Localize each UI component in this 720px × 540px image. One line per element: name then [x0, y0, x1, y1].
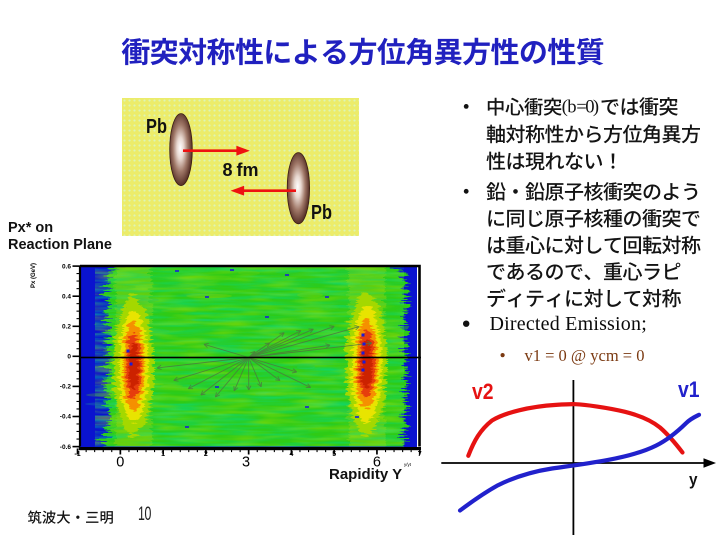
svg-text:6: 6 — [373, 455, 381, 471]
svg-text:y/yt: y/yt — [404, 462, 412, 467]
svg-text:4: 4 — [289, 451, 293, 458]
svg-text:0.4: 0.4 — [62, 293, 71, 300]
svg-text:-0.4: -0.4 — [60, 414, 72, 421]
svg-text:-0.2: -0.2 — [60, 384, 72, 391]
svg-text:3: 3 — [242, 455, 250, 471]
svg-text:5: 5 — [332, 451, 336, 458]
svg-text:0.2: 0.2 — [62, 324, 71, 331]
svg-text:2: 2 — [204, 451, 208, 458]
svg-text:0: 0 — [67, 354, 71, 361]
svg-text:-1: -1 — [74, 451, 80, 458]
svg-text:7: 7 — [418, 451, 422, 458]
svg-text:1: 1 — [161, 451, 165, 458]
svg-text:0.6: 0.6 — [62, 263, 71, 270]
svg-text:-0.6: -0.6 — [60, 444, 72, 451]
svg-text:0: 0 — [116, 455, 124, 471]
